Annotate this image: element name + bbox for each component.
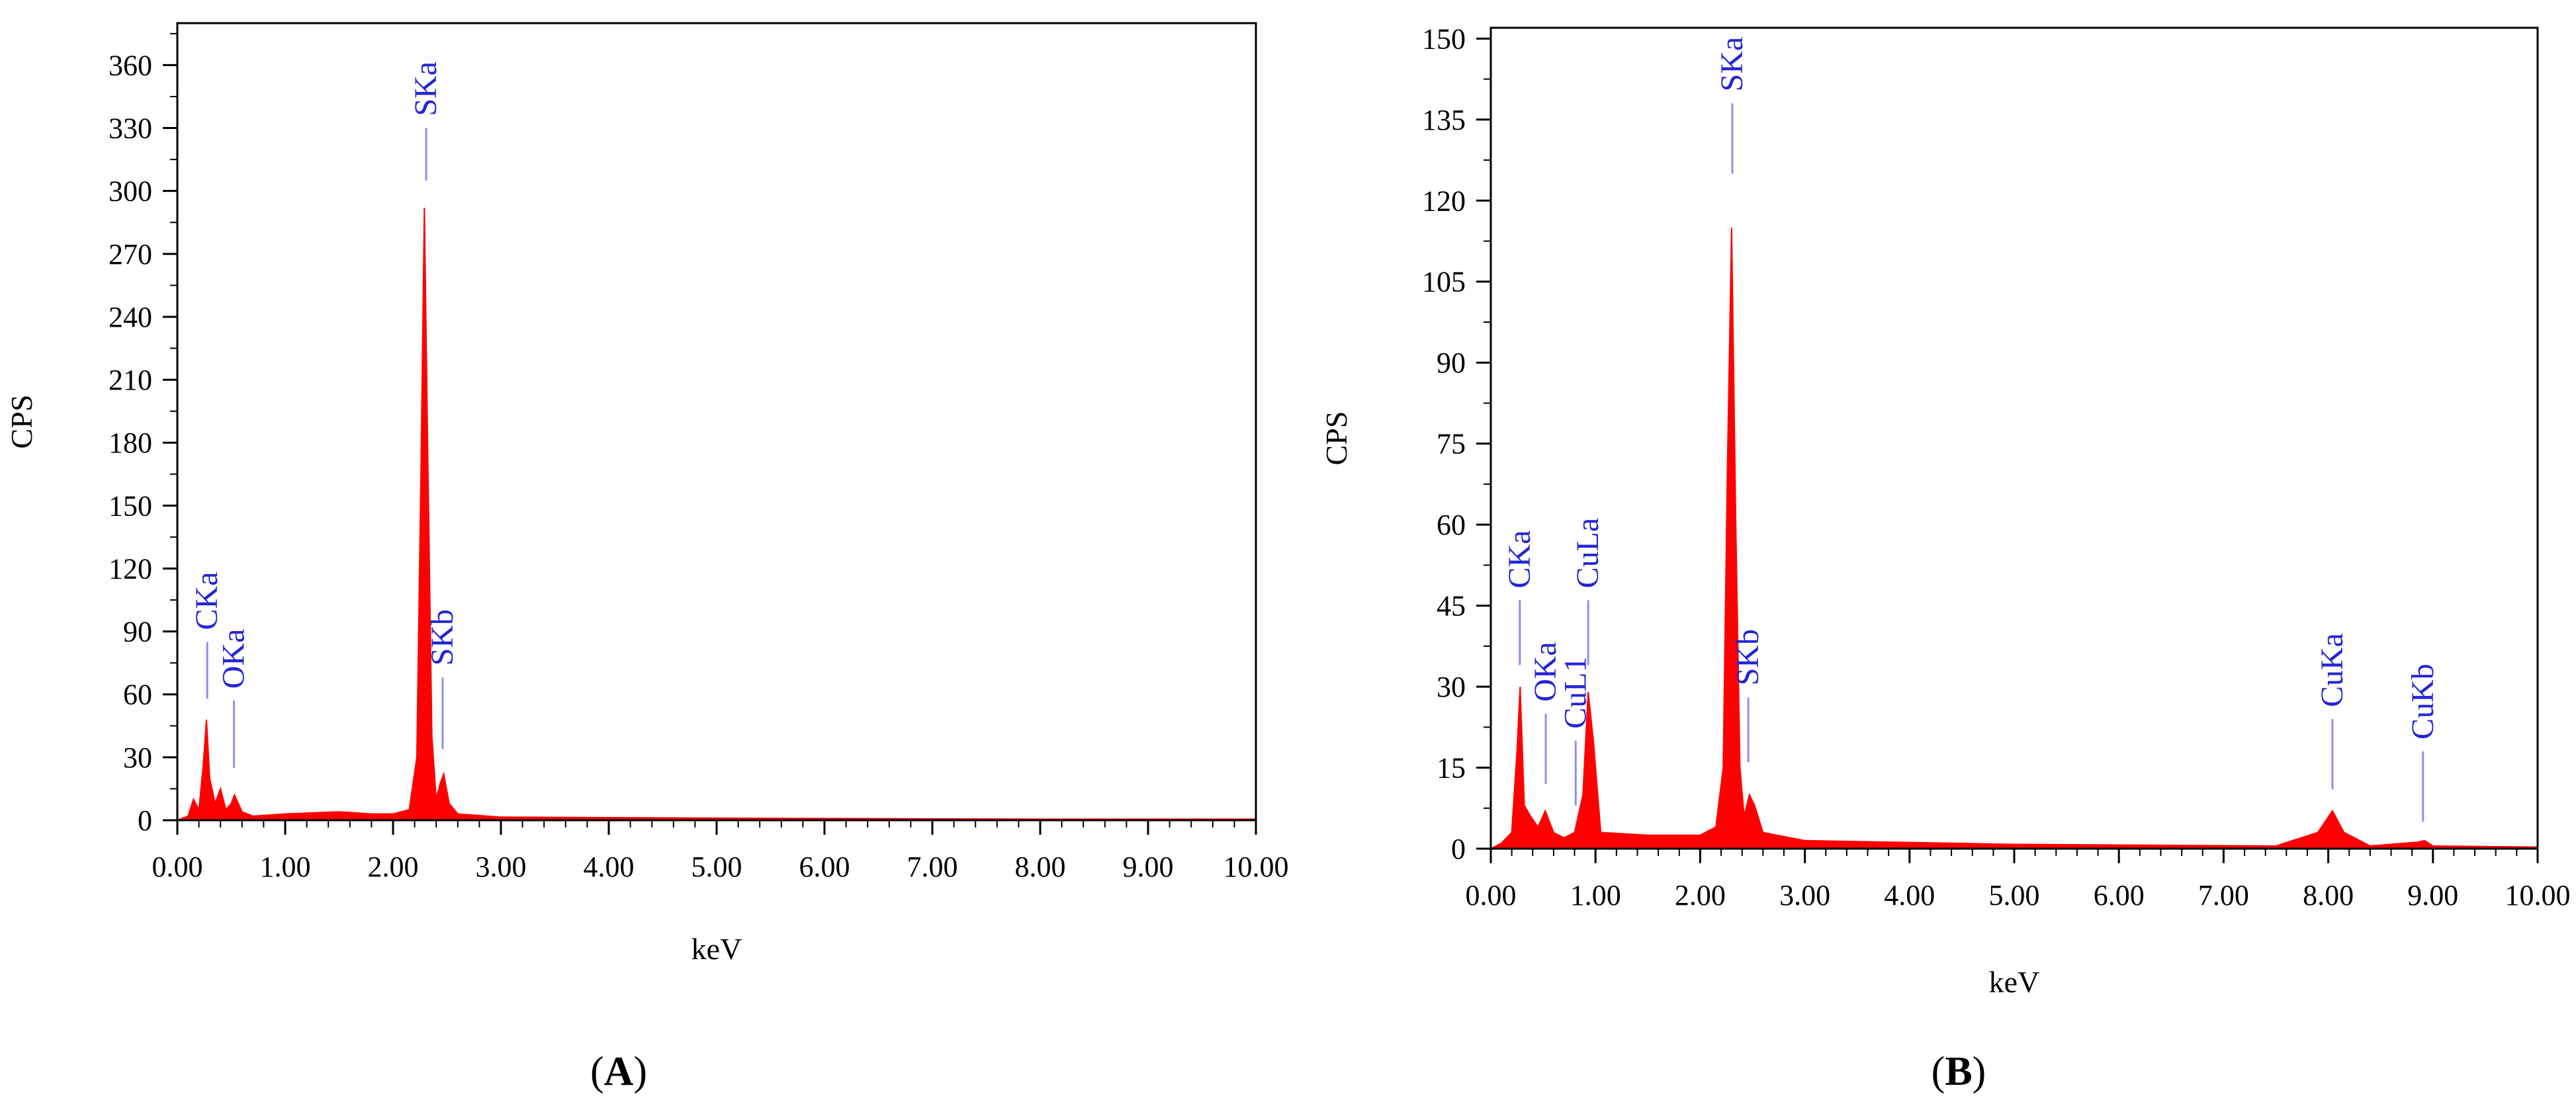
y-tick-label: 135 <box>1422 104 1466 136</box>
x-tick-label: 9.00 <box>1123 851 1174 883</box>
y-tick-label: 60 <box>1437 509 1466 541</box>
spectrum-area <box>1490 228 2538 849</box>
y-tick-label: 75 <box>1437 428 1466 460</box>
y-tick-label: 60 <box>123 679 152 711</box>
x-tick-label: 10.00 <box>1223 851 1289 883</box>
y-tick-label: 240 <box>109 301 152 333</box>
peak-label: SKa <box>408 62 443 116</box>
x-tick-label: 3.00 <box>476 851 527 883</box>
panel-label-open-paren: ( <box>590 1049 604 1094</box>
panel-label: (B) <box>1932 1049 1986 1094</box>
x-tick-label: 0.00 <box>152 851 203 883</box>
y-tick-label: 30 <box>123 742 152 774</box>
x-tick-label: 1.00 <box>1570 879 1621 912</box>
panel-label-close-paren: ) <box>633 1049 647 1094</box>
peak-label: CKa <box>1502 530 1537 588</box>
peak-label: CuL1 <box>1558 656 1593 728</box>
x-axis-label: keV <box>691 932 742 966</box>
peak-label: OKa <box>1528 642 1563 702</box>
x-tick-label: 3.00 <box>1779 879 1830 912</box>
peak-label: SKa <box>1714 37 1750 92</box>
y-tick-label: 210 <box>109 364 152 396</box>
x-tick-label: 7.00 <box>907 851 958 883</box>
y-tick-label: 120 <box>1422 185 1466 217</box>
chart-panel-a: 0.00 1.00 2.00 3.00 4.00 5.00 6.00 7.00 8.00 9.00… <box>5 22 1289 1094</box>
y-tick-label: 30 <box>1437 671 1466 703</box>
x-tick-label: 5.00 <box>691 851 742 883</box>
x-tick-label: 4.00 <box>584 851 635 883</box>
y-tick-label: 105 <box>1422 266 1466 298</box>
panel-label-letter: B <box>1945 1049 1972 1094</box>
peak-label: CuKb <box>2405 663 2440 740</box>
y-tick-label: 150 <box>1422 22 1466 55</box>
chart-panel-b: 0.00 1.00 2.00 3.00 4.00 5.00 6.00 7.00 8.00 9.00… <box>1319 22 2571 1094</box>
x-tick-label: 0.00 <box>1466 879 1517 912</box>
panel-label-open-paren: ( <box>1932 1049 1945 1094</box>
plot-frame <box>1489 26 2539 850</box>
y-tick-label: 270 <box>109 238 152 271</box>
x-tick-label: 2.00 <box>1675 879 1726 912</box>
x-tick-label: 5.00 <box>1989 879 2040 912</box>
x-tick-label: 9.00 <box>2407 879 2458 912</box>
x-tick-label: 8.00 <box>1015 851 1066 883</box>
y-tick-label: 15 <box>1437 752 1466 785</box>
x-tick-label: 6.00 <box>799 851 850 883</box>
x-tick-label: 6.00 <box>2094 879 2145 912</box>
peak-label: CuKa <box>2315 633 2350 707</box>
peak-label: SKb <box>425 609 460 665</box>
x-tick-label: 7.00 <box>2198 879 2249 912</box>
y-tick-label: 330 <box>109 112 152 145</box>
panel-label: (A) <box>590 1049 647 1094</box>
peak-label: CKa <box>189 572 224 630</box>
y-tick-label: 300 <box>109 175 152 208</box>
panel-label-close-paren: ) <box>1973 1049 1986 1094</box>
y-tick-label: 45 <box>1437 590 1466 622</box>
peak-label: OKa <box>216 629 251 689</box>
y-tick-label: 0 <box>1451 833 1466 865</box>
x-tick-label: 1.00 <box>260 851 311 883</box>
x-tick-label: 2.00 <box>368 851 419 883</box>
y-tick-label: 90 <box>1437 347 1466 379</box>
x-tick-label: 4.00 <box>1884 879 1935 912</box>
y-tick-label: 0 <box>138 804 152 837</box>
peak-label: CuLa <box>1570 518 1605 589</box>
y-tick-label: 120 <box>109 552 152 585</box>
x-tick-label: 10.00 <box>2505 879 2571 912</box>
plot-frame <box>176 22 1257 822</box>
peak-label: SKb <box>1730 629 1765 685</box>
x-tick-label: 8.00 <box>2303 879 2354 912</box>
x-axis-label: keV <box>1989 965 2040 999</box>
y-axis-label: CPS <box>1319 411 1353 466</box>
y-tick-label: 90 <box>123 616 152 648</box>
y-tick-label: 360 <box>109 49 152 81</box>
y-tick-label: 180 <box>109 427 152 459</box>
y-axis-label: CPS <box>5 395 38 449</box>
spectrum-area <box>177 208 1257 821</box>
y-tick-label: 150 <box>109 489 152 522</box>
panel-label-letter: A <box>604 1049 634 1094</box>
